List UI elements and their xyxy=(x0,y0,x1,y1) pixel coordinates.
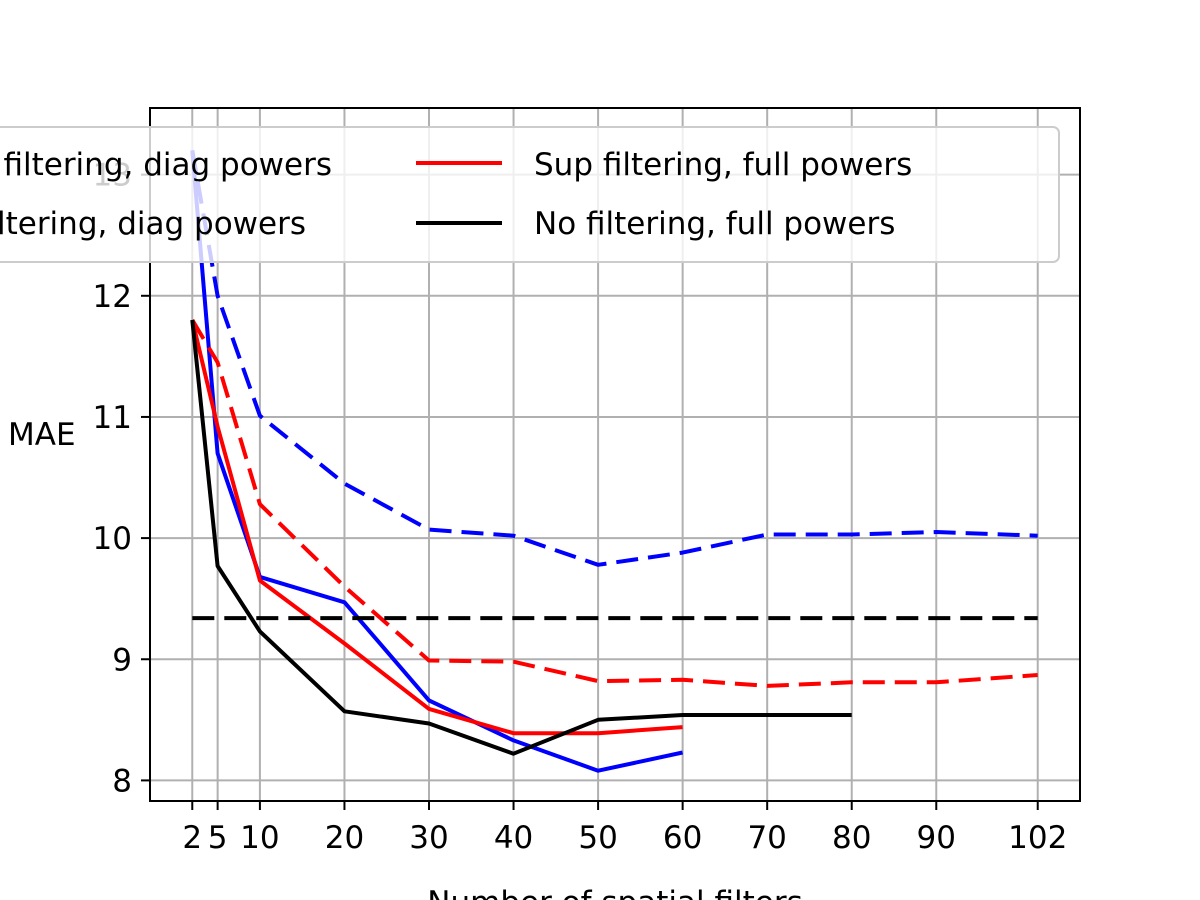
x-tick-label: 20 xyxy=(325,820,364,856)
y-tick-label: 9 xyxy=(112,642,132,678)
x-axis: 2 5 10 20 30 40 50 60 70 80 90 102 xyxy=(182,801,1067,856)
series-line-0 xyxy=(190,150,684,773)
series-line-2 xyxy=(190,319,683,736)
x-tick-label: 5 xyxy=(208,820,228,856)
y-axis-label: MAE xyxy=(8,417,76,453)
x-tick-label: 50 xyxy=(578,820,617,856)
x-tick-label: 60 xyxy=(663,820,702,856)
series-line-1 xyxy=(190,150,1038,567)
plot-frame xyxy=(149,107,1081,802)
y-tick-label: 12 xyxy=(93,279,132,315)
x-tick-label: 80 xyxy=(832,820,871,856)
legend: No filtering, full powers Sup filtering,… xyxy=(0,126,1060,263)
y-tick-label: 8 xyxy=(112,763,132,799)
legend-label-no-filtering-diag-powers: No filtering, diag powers xyxy=(0,206,306,242)
series-line-4 xyxy=(190,319,852,756)
x-tick-label: 102 xyxy=(1008,820,1067,856)
plot-lines xyxy=(190,150,1038,773)
x-tick-label: 70 xyxy=(747,820,786,856)
x-tick-label: 30 xyxy=(409,820,448,856)
x-tick-label: 10 xyxy=(240,820,279,856)
legend-box xyxy=(0,126,1060,263)
y-tick-label: 11 xyxy=(93,400,132,436)
x-tick-label: 40 xyxy=(494,820,533,856)
legend-label-sup-filtering-diag-powers: Sup filtering, diag powers xyxy=(0,147,332,183)
x-tick-label: 2 xyxy=(182,820,202,856)
legend-label-no-filtering-full-powers: No filtering, full powers xyxy=(534,206,895,242)
x-tick-label: 90 xyxy=(917,820,956,856)
y-tick-label: 10 xyxy=(93,521,132,557)
legend-label-sup-filtering-full-powers: Sup filtering, full powers xyxy=(534,147,912,183)
x-axis-label: Number of spatial filters xyxy=(427,885,802,900)
series-line-3 xyxy=(190,318,1038,688)
